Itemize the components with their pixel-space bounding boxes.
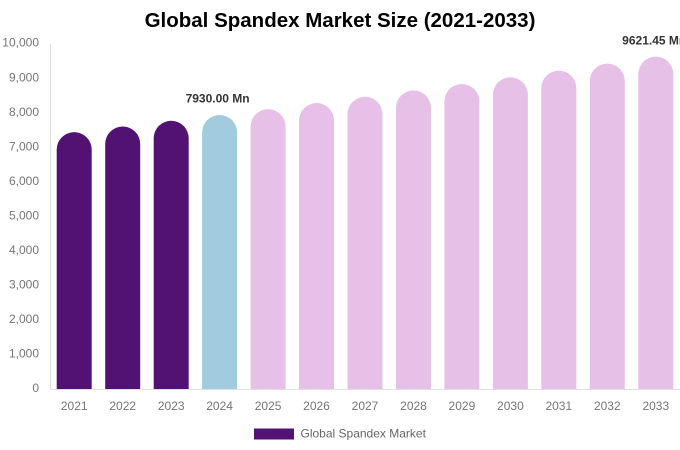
svg-text:2028: 2028 xyxy=(400,399,427,413)
svg-text:10,000: 10,000 xyxy=(2,36,39,50)
svg-text:0: 0 xyxy=(32,381,39,395)
svg-text:2023: 2023 xyxy=(158,399,185,413)
svg-text:2032: 2032 xyxy=(594,399,621,413)
svg-text:9,000: 9,000 xyxy=(9,70,39,84)
svg-text:Global Spandex Market Size (20: Global Spandex Market Size (2021-2033) xyxy=(145,9,536,32)
svg-text:2030: 2030 xyxy=(497,399,524,413)
svg-text:Global Spandex Market: Global Spandex Market xyxy=(301,427,427,441)
svg-text:3,000: 3,000 xyxy=(9,278,39,292)
svg-text:1,000: 1,000 xyxy=(9,347,39,361)
svg-text:2,000: 2,000 xyxy=(9,312,39,326)
svg-text:2026: 2026 xyxy=(303,399,330,413)
svg-text:8,000: 8,000 xyxy=(9,105,39,119)
svg-text:7,000: 7,000 xyxy=(9,139,39,153)
svg-text:6,000: 6,000 xyxy=(9,174,39,188)
svg-text:4,000: 4,000 xyxy=(9,243,39,257)
svg-text:5,000: 5,000 xyxy=(9,208,39,222)
svg-text:2025: 2025 xyxy=(255,399,282,413)
svg-text:2033: 2033 xyxy=(642,399,669,413)
svg-text:2022: 2022 xyxy=(109,399,136,413)
svg-text:2024: 2024 xyxy=(206,399,233,413)
svg-text:2021: 2021 xyxy=(61,399,88,413)
svg-text:2027: 2027 xyxy=(352,399,379,413)
svg-text:9621.45 Mn: 9621.45 Mn xyxy=(622,33,680,47)
svg-text:2031: 2031 xyxy=(545,399,572,413)
svg-text:7930.00 Mn: 7930.00 Mn xyxy=(186,92,250,106)
svg-text:2029: 2029 xyxy=(449,399,476,413)
